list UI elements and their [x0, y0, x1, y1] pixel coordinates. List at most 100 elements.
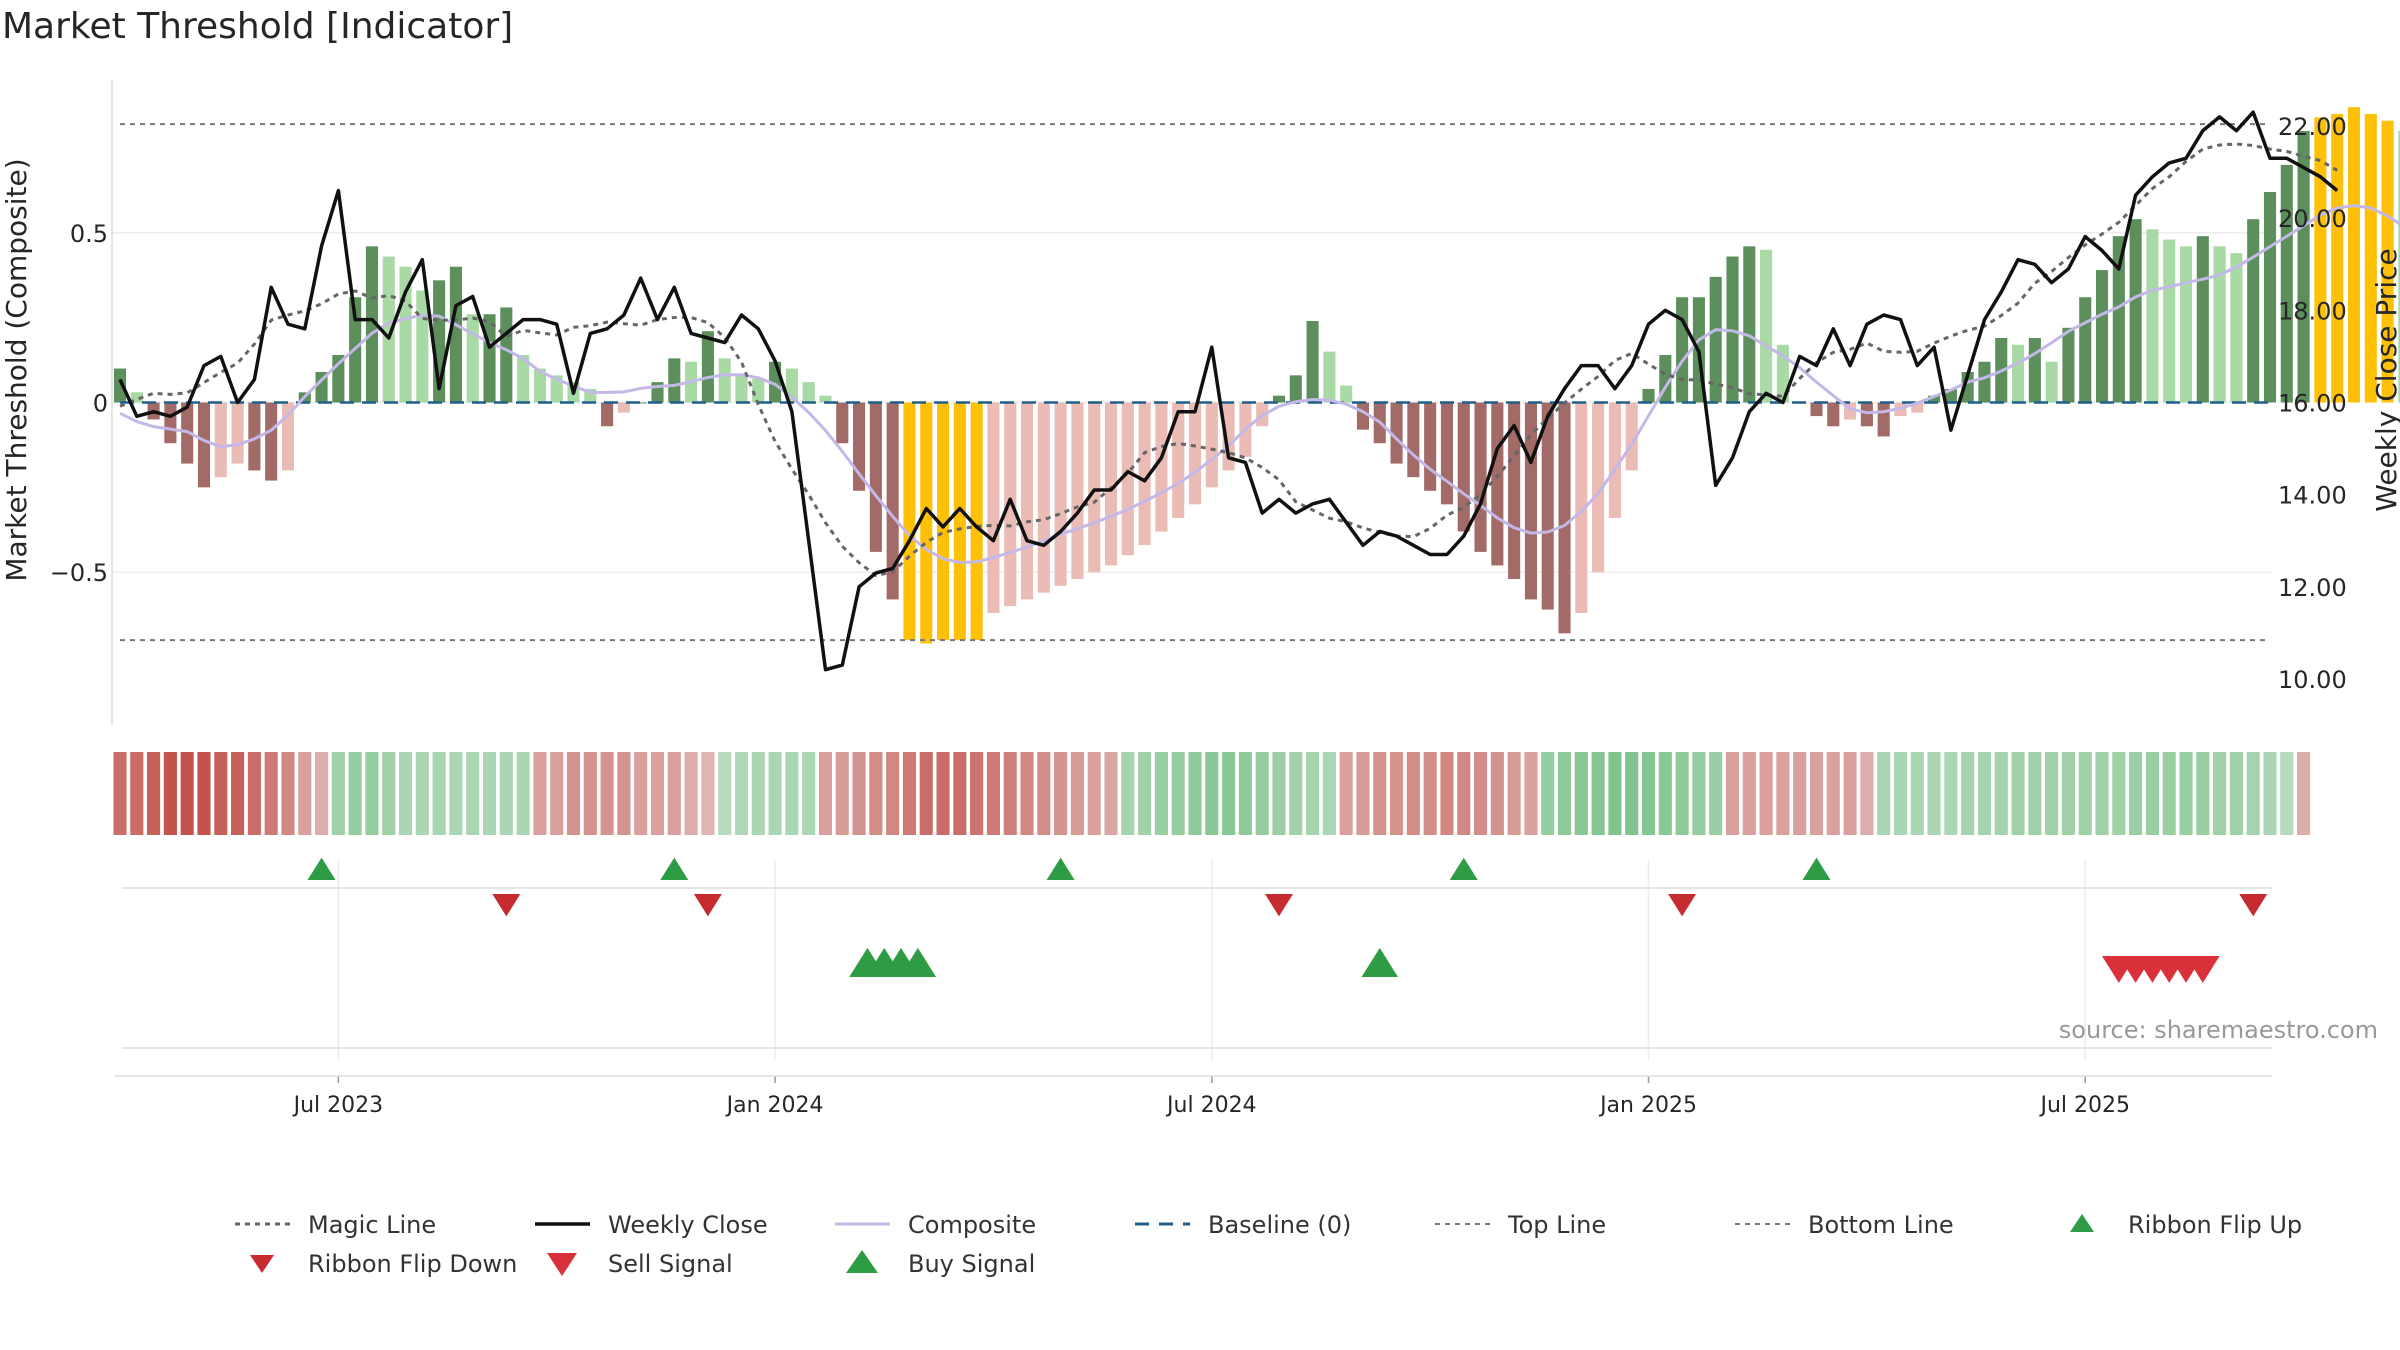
composite-bar — [1558, 402, 1571, 634]
legend-item: Composite — [835, 1211, 1036, 1239]
y-axis-label: Market Threshold (Composite) — [0, 158, 33, 581]
composite-bar — [231, 402, 244, 464]
ribbon-flip-up-marker — [1046, 857, 1075, 880]
composite-bar — [1911, 402, 1924, 413]
ribbon-cell — [2045, 752, 2059, 835]
composite-bar — [2028, 338, 2041, 403]
ribbon-cell — [432, 752, 446, 835]
ribbon-cell — [1759, 752, 1773, 835]
signal-markers — [115, 857, 2272, 1077]
ribbon-cell — [2028, 752, 2042, 835]
weekly-close-line — [118, 110, 2339, 672]
composite-bar — [1676, 297, 1689, 403]
composite-bar — [1760, 249, 1773, 403]
ribbon-cell — [1289, 752, 1303, 835]
ribbon-cell — [2145, 752, 2159, 835]
buy-signal-marker — [899, 947, 937, 977]
legend-label: Top Line — [1507, 1211, 1606, 1239]
y2-tick-label: 16.00 — [2278, 390, 2347, 418]
ribbon-cell — [1188, 752, 1202, 835]
ribbon-cell — [667, 752, 681, 835]
ribbon-cell — [1238, 752, 1252, 835]
y2-axis-label: Weekly Close Price — [2370, 248, 2400, 511]
ribbon-cell — [1944, 752, 1958, 835]
composite-bar — [2398, 130, 2400, 403]
composite-bar — [1810, 402, 1823, 417]
composite-bar — [2230, 253, 2243, 403]
ribbon-cell — [466, 752, 480, 835]
composite-bar — [701, 331, 714, 403]
ribbon-cell — [1272, 752, 1286, 835]
ribbon-cell — [315, 752, 329, 835]
y2-tick-label: 14.00 — [2278, 482, 2347, 510]
ribbon-cell — [818, 752, 833, 835]
legend-item: Baseline (0) — [1135, 1211, 1351, 1239]
ribbon-cell — [1826, 752, 1840, 835]
composite-bar — [281, 402, 295, 471]
composite-bar — [2146, 229, 2159, 403]
legend-label: Composite — [908, 1211, 1036, 1239]
composite-bar — [1004, 402, 1017, 607]
ribbon-cell — [902, 752, 917, 835]
composite-bar — [1104, 402, 1118, 566]
composite-bar — [265, 402, 278, 481]
composite-bar — [2347, 107, 2361, 403]
composite-bar — [1138, 402, 1151, 546]
composite-bar — [1306, 321, 1319, 403]
ribbon-cell — [2061, 752, 2075, 835]
ribbon-flip-up-marker — [1449, 857, 1478, 880]
ribbon-cell — [449, 752, 463, 835]
legend-label: Ribbon Flip Up — [2128, 1211, 2302, 1239]
chart-title: Market Threshold [Indicator] — [2, 6, 514, 47]
composite-bar — [1860, 402, 1873, 427]
ribbon-cell — [1675, 752, 1689, 835]
y2-tick-label: 12.00 — [2278, 574, 2347, 602]
ribbon-cell — [1087, 752, 1101, 835]
composite-bar — [2062, 327, 2075, 403]
ribbon-cell — [1977, 752, 1992, 835]
ribbon-cell — [734, 752, 749, 835]
legend-label: Buy Signal — [908, 1250, 1035, 1278]
composite-bar — [1071, 402, 1084, 580]
ribbon-cell — [886, 752, 900, 835]
composite-bar — [365, 246, 378, 403]
composite-bar — [1575, 402, 1588, 613]
ribbon-cell — [1406, 752, 1420, 835]
source-note: source: sharemaestro.com — [2059, 1016, 2378, 1044]
composite-line — [119, 204, 2400, 565]
ribbon-cell — [1860, 752, 1874, 835]
legend: Magic Line Weekly Close Composite Baseline … — [235, 1211, 2302, 1278]
composite-bar — [1272, 395, 1286, 403]
ribbon-cell — [1490, 752, 1504, 835]
ribbon-cell — [1003, 752, 1017, 835]
legend-label: Magic Line — [308, 1211, 436, 1239]
ribbon-cell — [986, 752, 1000, 835]
ribbon-cell — [2112, 752, 2126, 835]
ribbon-cell — [331, 752, 345, 835]
composite-bar — [1608, 402, 1621, 518]
legend-label: Bottom Line — [1808, 1211, 1954, 1239]
composite-bar — [1407, 402, 1420, 478]
ribbon-cell — [1793, 752, 1807, 835]
ribbon-cell — [348, 752, 362, 835]
ribbon-cell — [1121, 752, 1135, 835]
ribbon-cell — [1322, 752, 1336, 835]
composite-bar — [483, 314, 496, 403]
ribbon-cell — [499, 752, 513, 835]
ribbon-cell — [919, 752, 933, 835]
ribbon-cell — [264, 752, 278, 835]
ribbon-cell — [751, 752, 765, 835]
composite-bar — [886, 402, 899, 600]
composite-bar — [601, 402, 614, 427]
ribbon-band — [113, 752, 2311, 835]
ribbon-cell — [1961, 752, 1975, 835]
composite-bar — [1474, 402, 1487, 552]
x-tick-label: Jul 2025 — [2038, 1093, 2130, 1118]
ribbon-cell — [231, 752, 245, 835]
composite-bar — [2179, 246, 2193, 403]
ribbon-cell — [566, 752, 581, 835]
ribbon-cell — [1070, 752, 1084, 835]
ribbon-cell — [1255, 752, 1269, 835]
composite-bar — [1642, 388, 1655, 403]
ribbon-cell — [1809, 752, 1824, 835]
